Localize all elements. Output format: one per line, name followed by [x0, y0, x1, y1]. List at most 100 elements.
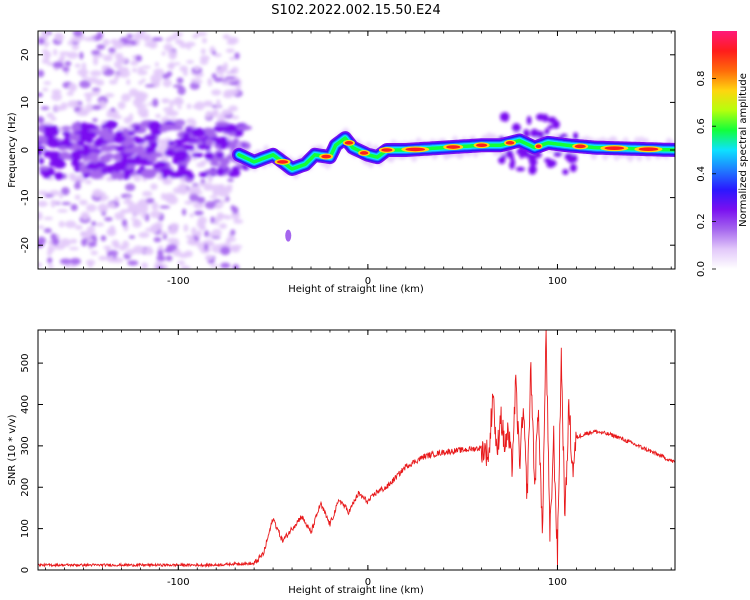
spectrogram-band-blob	[133, 125, 141, 131]
spectrogram-noise-blob	[127, 260, 139, 266]
spectrogram-noise-blob	[38, 225, 45, 230]
spectrogram-noise-blob	[138, 200, 146, 204]
colorbar: 0.0 0.2 0.4 0.6 0.8 Normalized spectral ampl…	[696, 31, 749, 277]
spectrogram-noise-blob	[59, 238, 71, 247]
spectrogram-noise-blob	[59, 51, 71, 56]
spectrogram-noise-blob	[189, 213, 195, 218]
colorbar-tick-label: 0.4	[696, 166, 707, 182]
spectrogram-noise-blob	[192, 156, 197, 161]
spectrogram-noise-blob	[64, 220, 77, 229]
spectrogram-band-blob	[185, 138, 200, 143]
spectrogram-band-blob	[164, 148, 176, 157]
spectrogram-noise-blob	[143, 34, 152, 43]
spectrogram-ridge-blob	[562, 168, 569, 175]
colorbar-title: Normalized spectral amplitude	[738, 73, 749, 227]
spectrogram-noise-blob	[177, 105, 182, 110]
spectrogram-band-blob	[62, 131, 71, 136]
spectrogram-band-blob	[100, 123, 110, 129]
spectrogram-band-blob	[82, 145, 91, 156]
spectrogram-noise-blob	[161, 263, 168, 269]
spectrogram-noise-blob	[137, 69, 148, 76]
spectrogram-noise-blob	[137, 107, 149, 117]
spectrogram-noise-blob	[61, 125, 72, 131]
spectrogram-noise-blob	[113, 242, 121, 249]
spectrogram-noise-blob	[169, 222, 180, 230]
spectrogram-peak	[405, 147, 426, 152]
spectrogram-noise-blob	[166, 244, 178, 251]
spectrogram-noise-blob	[47, 257, 53, 264]
spectrogram-noise-blob	[42, 31, 49, 38]
spectrogram-noise-blob	[216, 99, 221, 108]
spectrogram-noise-blob	[68, 83, 76, 90]
spectrogram-noise-blob	[203, 101, 214, 107]
spectrogram-noise-blob	[76, 110, 89, 117]
spectrogram-noise-blob	[210, 216, 215, 224]
spectrogram-noise-blob	[180, 265, 191, 269]
spectrogram-x-tick-label: 0	[365, 276, 371, 287]
spectrogram-noise-blob	[200, 48, 206, 55]
spectrogram-noise-blob	[117, 66, 129, 72]
spectrogram-ridge-blob	[515, 166, 526, 172]
spectrogram-noise-blob	[130, 217, 135, 221]
spectrogram-band-blob	[138, 158, 149, 165]
spectrogram-noise-blob	[213, 77, 224, 83]
spectrogram-noise-blob	[62, 66, 70, 72]
spectrogram-band-blob	[42, 171, 51, 179]
spectrogram-noise-blob	[128, 113, 134, 122]
spectrogram-noise-blob	[80, 211, 90, 221]
spectrogram-noise-blob	[86, 204, 97, 212]
spectrogram-noise-blob	[161, 51, 166, 56]
spectrogram-noise-blob	[134, 91, 146, 100]
spectrogram-noise-blob	[81, 75, 89, 80]
snr-series-line	[38, 330, 675, 569]
spectrogram-y-tick-label: 0	[20, 147, 31, 153]
colorbar-gradient	[712, 31, 737, 269]
spectrogram-band-blob	[159, 167, 174, 175]
spectrogram-noise-blob	[97, 203, 109, 213]
spectrogram-noise-blob	[95, 222, 105, 227]
spectrogram-noise-blob	[220, 246, 231, 256]
spectrogram-x-tick-label: -100	[167, 276, 190, 287]
spectrogram-noise-blob	[67, 40, 73, 46]
spectrogram-band-blob	[49, 160, 57, 167]
spectrogram-y-tick-label: -10	[20, 189, 31, 205]
spectrogram-noise-blob	[64, 60, 72, 67]
spectrogram-band-blob	[59, 151, 71, 160]
spectrogram-band-blob	[204, 151, 214, 161]
spectrogram-band-blob	[38, 146, 43, 157]
spectrogram-noise-blob	[141, 190, 153, 197]
spectrogram-noise-blob	[197, 216, 207, 225]
spectrogram-noise-blob	[117, 101, 126, 110]
spectrogram-noise-blob	[144, 84, 155, 88]
spectrogram-noise-blob	[204, 230, 210, 238]
spectrogram-band-blob	[222, 123, 237, 133]
spectrogram-noise-blob	[66, 91, 74, 96]
spectrogram-noise-blob	[130, 60, 139, 66]
spectrogram-band-blob	[215, 121, 230, 127]
spectrogram-band-blob	[38, 166, 50, 171]
spectrogram-noise-blob	[225, 70, 233, 75]
spectrogram-noise-blob	[115, 52, 121, 61]
spectrogram-peak	[574, 144, 586, 149]
spectrogram-noise-blob	[159, 205, 171, 209]
spectrogram-y-tick-label: 20	[20, 48, 31, 61]
spectrogram-band-blob	[140, 168, 157, 179]
spectrogram-ridge-blob	[547, 116, 557, 124]
spectrogram-noise-blob	[92, 56, 99, 66]
spectrogram-noise-blob	[48, 264, 54, 269]
spectrogram-peak	[381, 148, 393, 152]
spectrogram-peak	[476, 143, 488, 148]
spectrogram-noise-blob	[104, 93, 115, 98]
spectrogram-noise-blob	[42, 87, 49, 92]
spectrogram-noise-blob	[48, 189, 61, 196]
spectrogram-band-blob	[219, 157, 231, 166]
spectrogram-noise-blob	[227, 178, 234, 183]
spectrogram-band-blob	[148, 124, 158, 131]
snr-y-tick-label: 0	[20, 567, 31, 573]
spectrogram-band-blob	[77, 141, 85, 147]
spectrogram-noise-blob	[70, 203, 78, 212]
spectrogram-x-axis-title: Height of straight line (km)	[288, 284, 424, 295]
spectrogram-noise-blob	[92, 188, 103, 198]
spectrogram-noise-blob	[114, 73, 120, 81]
spectrogram-image	[38, 31, 675, 269]
